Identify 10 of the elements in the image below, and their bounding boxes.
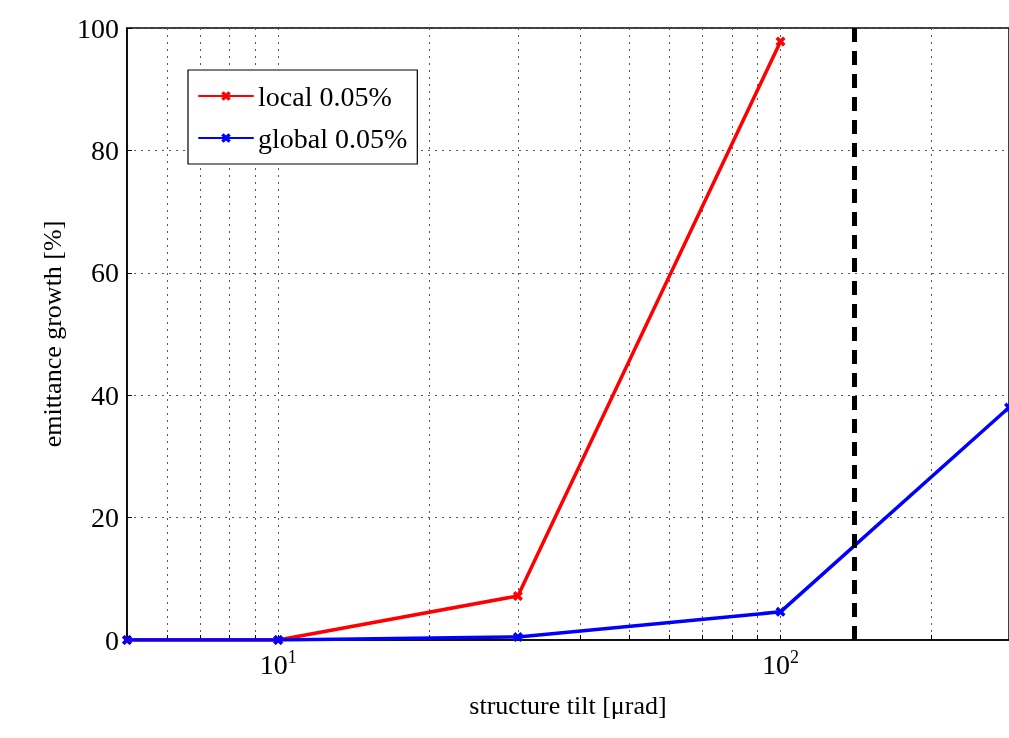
- x-axis-title: structure tilt [μrad]: [469, 690, 667, 720]
- y-axis-title: emittance growth [%]: [37, 220, 67, 448]
- y-tick-label: 0: [105, 624, 119, 656]
- legend-label: local 0.05%: [258, 80, 392, 112]
- y-tick-label: 20: [91, 502, 119, 534]
- y-tick-label: 40: [91, 379, 119, 411]
- y-tick-label: 60: [91, 257, 119, 289]
- y-tick-label: 80: [91, 134, 119, 166]
- y-tick-label: 100: [77, 12, 119, 44]
- legend-label: global 0.05%: [258, 122, 408, 154]
